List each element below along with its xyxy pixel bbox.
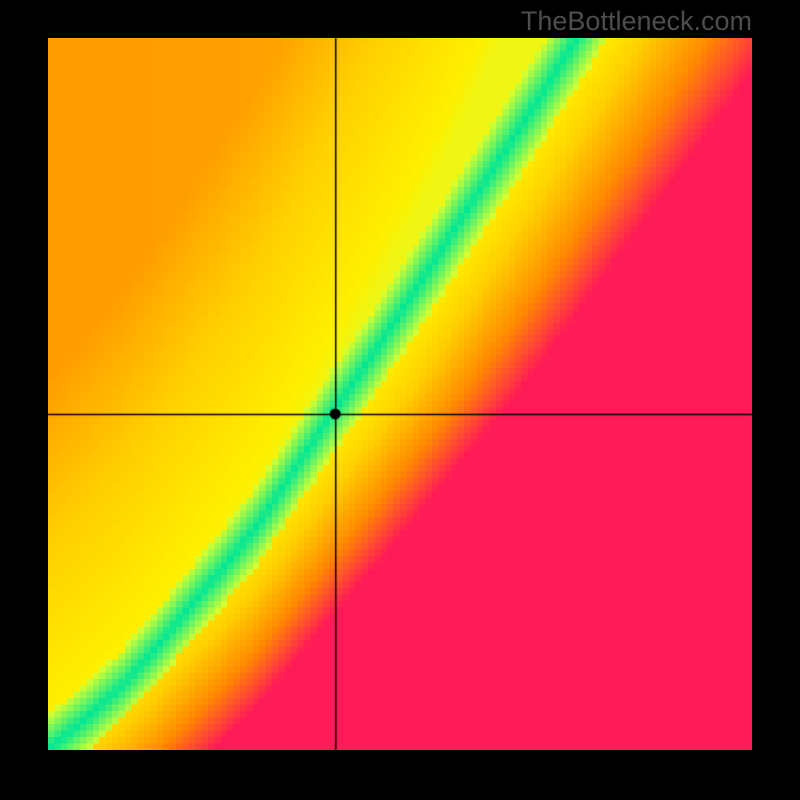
watermark-text: TheBottleneck.com [521,6,752,37]
chart-container: TheBottleneck.com [0,0,800,800]
bottleneck-heatmap [48,38,752,750]
